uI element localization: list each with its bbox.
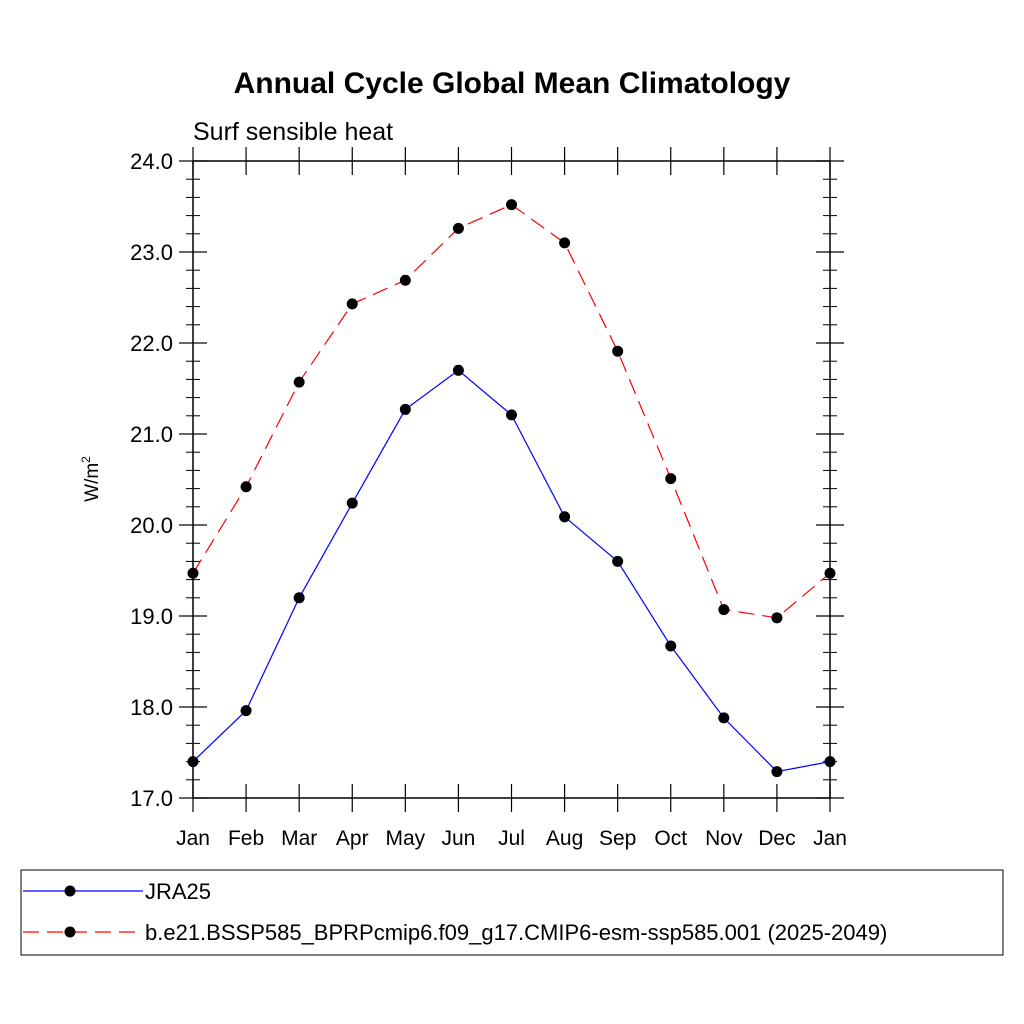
series-2-point: [187, 567, 199, 579]
x-tick-label: Aug: [546, 827, 583, 850]
series-2-point: [824, 567, 836, 579]
plot-frame: [192, 160, 831, 799]
y-tick-label: 21.0: [130, 422, 173, 447]
series-1: [187, 364, 836, 778]
series-2-point: [559, 237, 571, 249]
y-tick-label: 19.0: [130, 604, 173, 629]
legend-label-1: JRA25: [145, 879, 211, 904]
svg-text:W/m2: W/m2: [79, 456, 103, 502]
series-2: [187, 199, 836, 624]
series-1-point: [346, 497, 358, 509]
x-tick-label: Jan: [813, 827, 847, 850]
series-2-point: [506, 199, 517, 211]
x-tick-label: Feb: [228, 827, 264, 850]
series-1-point: [240, 705, 252, 717]
x-tick-label: Sep: [599, 827, 636, 850]
y-axis-ticks: 17.0 18.0 19.0 20.0 21.0 22.0 23.0 24.0: [130, 149, 844, 811]
y-tick-label: 20.0: [130, 513, 173, 538]
series-layer: [187, 199, 836, 778]
y-tick-label: 24.0: [130, 149, 173, 174]
y-axis-label-text: W/m: [82, 463, 103, 502]
x-tick-label: Apr: [336, 827, 369, 850]
series-1-point: [452, 364, 464, 376]
x-tick-label: Mar: [281, 827, 317, 850]
series-1-point: [612, 555, 624, 567]
series-1-point: [718, 712, 730, 724]
x-tick-label: Oct: [654, 827, 687, 850]
y-tick-label: 17.0: [130, 786, 173, 811]
x-tick-label: Jan: [176, 827, 210, 850]
series-1-point: [824, 756, 836, 768]
legend-item-1: JRA25: [23, 879, 211, 904]
series-2-point: [612, 345, 624, 357]
series-1-point: [771, 766, 783, 778]
x-tick-label: Dec: [758, 827, 795, 850]
legend-label-2: b.e21.BSSP585_BPRPcmip6.f09_g17.CMIP6-es…: [145, 920, 887, 945]
legend-marker-2: [64, 926, 76, 938]
series-2-point: [718, 604, 730, 616]
series-2-point: [399, 274, 411, 286]
series-1-point: [293, 592, 305, 604]
series-1-point: [559, 511, 571, 523]
series-2-point: [293, 376, 305, 388]
series-1-point: [399, 403, 411, 415]
legend: JRA25 b.e21.BSSP585_BPRPcmip6.f09_g17.CMI…: [23, 879, 887, 945]
series-2-point: [346, 298, 358, 310]
x-tick-label: Jul: [498, 827, 525, 850]
chart-subtitle: Surf sensible heat: [193, 118, 393, 146]
series-2-point: [665, 473, 677, 485]
y-tick-label: 23.0: [130, 240, 173, 265]
legend-marker-1: [64, 885, 76, 897]
series-2-point: [240, 481, 252, 493]
x-axis-ticks: Jan Feb Mar Apr May Jun Jul Aug Sep Oct Nov Dec Jan: [176, 147, 847, 850]
legend-box: [20, 869, 1004, 956]
x-tick-label: May: [385, 827, 425, 850]
series-1-point: [187, 756, 199, 768]
series-1-point: [506, 409, 517, 421]
y-axis-label: W/m2: [79, 456, 103, 502]
y-tick-label: 22.0: [130, 331, 173, 356]
y-axis-label-superscript: 2: [79, 456, 93, 463]
x-tick-label: Nov: [705, 827, 743, 850]
series-2-point: [771, 612, 783, 624]
series-1-point: [665, 640, 677, 652]
chart-title: Annual Cycle Global Mean Climatology: [234, 67, 791, 100]
y-tick-label: 18.0: [130, 695, 173, 720]
x-tick-label: Jun: [441, 827, 475, 850]
legend-item-2: b.e21.BSSP585_BPRPcmip6.f09_g17.CMIP6-es…: [23, 920, 887, 945]
series-line-1: [192, 369, 831, 773]
series-2-point: [452, 222, 464, 234]
